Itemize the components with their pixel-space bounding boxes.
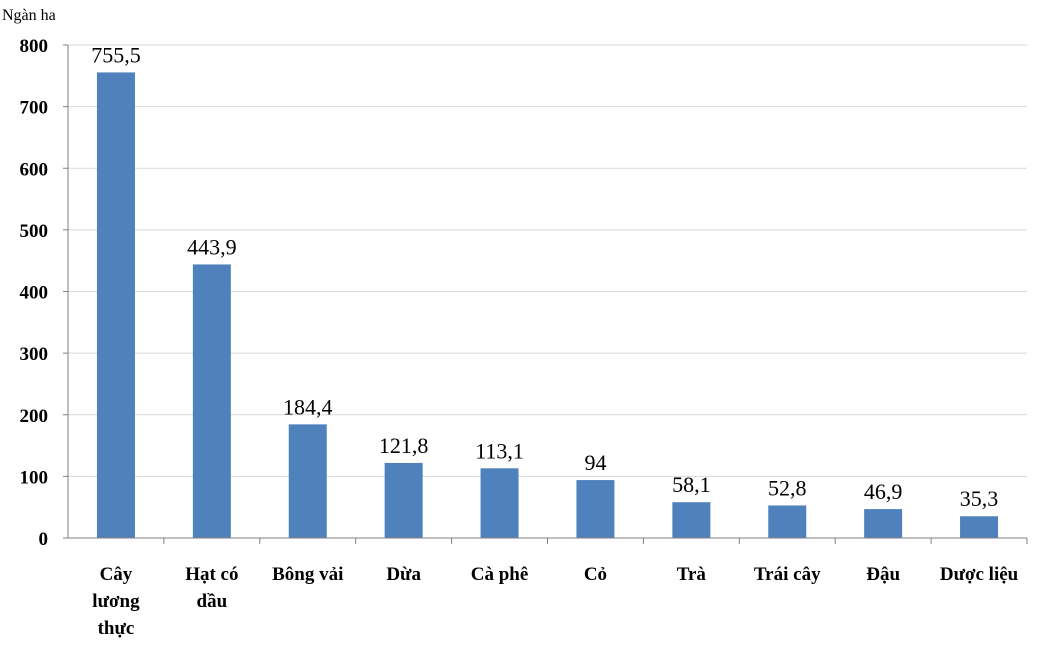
- category-label: Cà phê: [471, 564, 529, 585]
- y-tick-label: 400: [20, 283, 49, 304]
- y-axis-unit-label: Ngàn ha: [2, 7, 56, 24]
- category-labels: Cây lương thực Hạt có dầu Bông vải Dừa Cà phê Cỏ…: [92, 564, 1018, 639]
- category-label: Dừa: [386, 564, 421, 585]
- y-tick-label: 700: [20, 98, 49, 119]
- y-axis-ticks: 0 100 200 300 400 500 600 700 800: [20, 36, 68, 550]
- category-label-line: Hạt có: [185, 564, 238, 585]
- category-label-line: Dược liệu: [940, 564, 1019, 585]
- axes: [67, 45, 1028, 544]
- bar: [864, 509, 903, 538]
- y-tick-label: 300: [20, 344, 49, 365]
- data-labels: 755,5 443,9 184,4 121,8 113,1 94 58,1 52,8 46,9 3…: [91, 42, 998, 511]
- category-label: Bông vải: [272, 564, 343, 585]
- bar: [576, 480, 615, 538]
- y-tick-label: 500: [20, 221, 49, 242]
- data-label: 113,1: [475, 438, 524, 463]
- category-label-line: thực: [98, 618, 135, 639]
- bar: [384, 462, 423, 538]
- y-tick-label: 0: [39, 529, 49, 550]
- data-label: 755,5: [91, 42, 141, 67]
- data-label: 35,3: [960, 486, 999, 511]
- bar: [672, 502, 711, 538]
- y-tick-label: 100: [20, 467, 49, 488]
- category-label: Trái cây: [754, 564, 821, 585]
- bar: [192, 264, 231, 538]
- bars: [96, 72, 999, 538]
- bar: [960, 516, 999, 538]
- data-label: 121,8: [379, 433, 429, 458]
- category-label: Trà: [677, 564, 707, 585]
- category-label-line: lương: [92, 591, 140, 612]
- category-label-line: Đậu: [866, 564, 900, 585]
- data-label: 443,9: [187, 234, 237, 259]
- category-label: Đậu: [866, 564, 900, 585]
- bar: [768, 505, 807, 538]
- data-label: 46,9: [864, 479, 903, 504]
- y-tick-label: 600: [20, 159, 49, 180]
- y-tick-label: 200: [20, 406, 49, 427]
- data-label: 184,4: [283, 394, 333, 419]
- category-label-line: Trái cây: [754, 564, 821, 585]
- category-label-line: Bông vải: [272, 564, 343, 585]
- category-label-line: Cỏ: [584, 564, 607, 585]
- category-label: Cây lương thực: [92, 564, 140, 639]
- category-label-line: dầu: [197, 591, 228, 612]
- data-label: 94: [584, 450, 606, 475]
- y-tick-label: 800: [20, 36, 49, 57]
- bar: [96, 72, 135, 538]
- category-label-line: Trà: [677, 564, 707, 585]
- category-label-line: Dừa: [386, 564, 421, 585]
- category-label-line: Cây: [100, 564, 133, 585]
- category-label: Dược liệu: [940, 564, 1019, 585]
- data-label: 58,1: [672, 472, 711, 497]
- data-label: 52,8: [768, 475, 807, 500]
- category-label-line: Cà phê: [471, 564, 529, 585]
- category-label: Cỏ: [584, 564, 607, 585]
- bar: [288, 424, 327, 538]
- bar: [480, 468, 519, 538]
- category-label: Hạt có dầu: [185, 564, 238, 612]
